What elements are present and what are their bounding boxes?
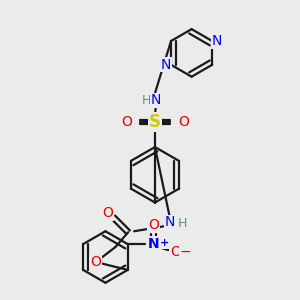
Text: O: O xyxy=(102,206,113,220)
Text: O: O xyxy=(121,115,132,129)
Text: H: H xyxy=(178,217,188,230)
Text: N: N xyxy=(148,237,159,251)
Text: O: O xyxy=(90,255,101,269)
Text: N: N xyxy=(165,215,175,229)
Text: N: N xyxy=(161,58,171,72)
Text: O: O xyxy=(170,245,181,259)
Text: O: O xyxy=(148,218,159,232)
Text: N: N xyxy=(151,94,161,107)
Text: +: + xyxy=(160,238,169,248)
Text: O: O xyxy=(178,115,189,129)
Text: H: H xyxy=(141,94,151,107)
Text: S: S xyxy=(149,113,161,131)
Text: −: − xyxy=(179,245,191,259)
Text: N: N xyxy=(212,34,222,48)
